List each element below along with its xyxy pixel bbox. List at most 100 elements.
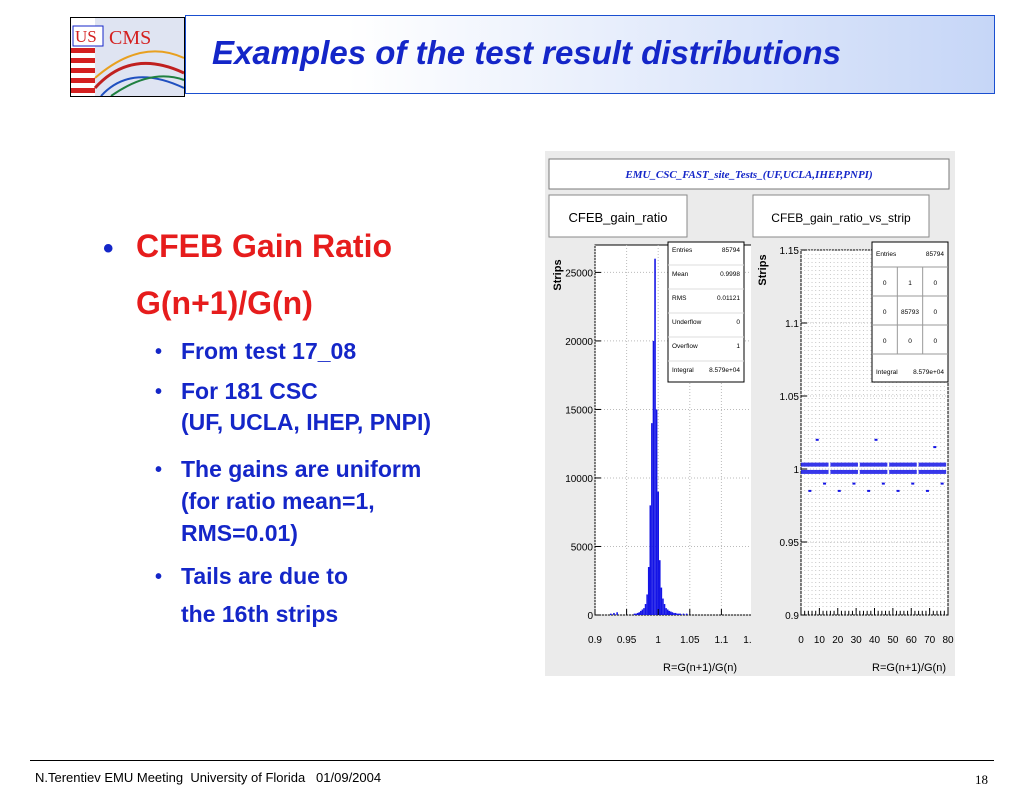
sub-bullet-dot: • (155, 341, 163, 363)
scatter-point-band (801, 469, 829, 474)
scatter-point (874, 438, 878, 441)
right-x-tick-label: 30 (851, 635, 863, 646)
scatter-point (933, 446, 937, 449)
title-bar: Examples of the test result distribution… (185, 15, 995, 94)
main-bullet-line2: G(n+1)/G(n) (136, 285, 313, 321)
histogram-bar (638, 612, 641, 615)
left-title-box (548, 194, 688, 238)
stats-grid-cell: 0 (908, 338, 912, 345)
scatter-point-band (918, 462, 947, 467)
histogram-bar (673, 612, 675, 615)
right-x-tick-label: 60 (906, 635, 918, 646)
scatter-point (837, 489, 841, 492)
histogram-bar (660, 587, 663, 615)
bullet-dot: • (103, 232, 114, 265)
left-chart-title: CFEB_gain_ratio (569, 210, 668, 225)
left-x-tick-label: 1.1 (714, 635, 728, 646)
scatter-point (940, 482, 944, 485)
scatter-point-band (830, 469, 858, 474)
histogram-bar (649, 505, 652, 615)
histogram-bar (646, 594, 648, 615)
scatter-point-band (859, 469, 888, 474)
stats-grid-cell: 85793 (901, 309, 919, 316)
right-y-tick-label: 1.15 (780, 246, 800, 257)
histogram-bar (658, 560, 661, 615)
histogram-bar (670, 611, 672, 615)
histogram-bar (676, 613, 678, 615)
histogram-bar (636, 612, 639, 615)
sub-bullet-2-line1: For 181 CSC (181, 378, 318, 404)
scatter-point-band (801, 462, 829, 467)
histogram-bar (682, 613, 685, 615)
stats-value: 0.01121 (717, 295, 740, 302)
left-y-tick-label: 5000 (571, 542, 594, 553)
right-x-tick-label: 40 (869, 635, 881, 646)
left-y-tick-label: 15000 (565, 405, 593, 416)
right-y-tick-label: 1.05 (780, 392, 800, 403)
histogram-bar (647, 567, 650, 615)
right-title-box (752, 194, 930, 238)
sub-bullet-4-line1: Tails are due to (181, 563, 349, 589)
right-chart-title: CFEB_gain_ratio_vs_strip (771, 211, 911, 225)
sub-bullet-dot: • (155, 566, 163, 588)
histogram-bar (662, 598, 664, 615)
scatter-point (852, 482, 856, 485)
histogram-bar (616, 612, 618, 615)
figure-svg: EMU_CSC_FAST_site_Tests_(UF,UCLA,IHEP,PN… (545, 158, 955, 676)
left-y-tick-label: 0 (587, 611, 593, 622)
stats-value: 0 (736, 319, 740, 326)
stats-grid-cell: 1 (908, 280, 912, 287)
histogram-bar (665, 608, 667, 615)
right-x-tick-label: 50 (887, 635, 899, 646)
histogram-bar (613, 612, 615, 615)
scatter-point (911, 482, 915, 485)
scatter-point (925, 489, 929, 492)
stats-label: Underflow (672, 319, 702, 326)
stats-grid-cell: 0 (883, 338, 887, 345)
stats-label: Integral (876, 369, 898, 376)
sub-bullet-2-line2: (UF, UCLA, IHEP, PNPI) (181, 409, 432, 435)
scatter-point-band (889, 462, 917, 467)
scatter-point (808, 489, 812, 492)
sub-bullet-3-line3: RMS=0.01) (181, 520, 298, 546)
stats-value: 85794 (722, 247, 740, 254)
histogram-bar (666, 609, 669, 615)
scatter-point (867, 489, 871, 492)
stats-label: Overflow (672, 343, 698, 350)
histogram-bar (652, 340, 655, 615)
histogram-bar (641, 609, 644, 615)
logo-text-cms: CMS (109, 27, 151, 49)
slide-title: Examples of the test result distribution… (212, 34, 841, 71)
right-y-axis-label: Strips (757, 254, 769, 285)
stats-value: 8.579e+04 (913, 369, 944, 376)
histogram-bar (640, 610, 642, 615)
histogram-bar (671, 612, 674, 615)
scatter-point-band (889, 469, 917, 474)
stats-label: Integral (672, 367, 694, 374)
right-x-tick-label: 70 (924, 635, 936, 646)
stats-value: 8.579e+04 (709, 367, 740, 374)
stats-value: 85794 (926, 251, 944, 258)
right-x-tick-label: 80 (942, 635, 954, 646)
stats-label: Mean (672, 271, 689, 278)
histogram-bar (657, 491, 659, 615)
histogram-bar (668, 610, 671, 615)
stats-grid-cell: 0 (934, 280, 938, 287)
histogram-bar (655, 409, 658, 615)
main-bullet-line1: CFEB Gain Ratio (136, 228, 393, 264)
histogram-bar (643, 608, 645, 615)
left-x-tick-label: 1 (655, 635, 661, 646)
right-y-tick-label: 1 (793, 465, 799, 476)
stats-grid-cell: 0 (934, 338, 938, 345)
stats-label: Entries (672, 247, 693, 254)
stats-grid-cell: 0 (934, 309, 938, 316)
root-canvas-figure: EMU_CSC_FAST_site_Tests_(UF,UCLA,IHEP,PN… (545, 151, 955, 676)
scatter-point (881, 482, 885, 485)
sub-bullet-3-line1: The gains are uniform (181, 456, 422, 482)
sub-bullet-3-line2: (for ratio mean=1, (181, 488, 375, 514)
stats-grid-cell: 0 (883, 309, 887, 316)
left-y-axis-label: Strips (552, 259, 564, 290)
stats-value: 1 (736, 343, 740, 350)
logo-text-us: US (75, 27, 97, 46)
